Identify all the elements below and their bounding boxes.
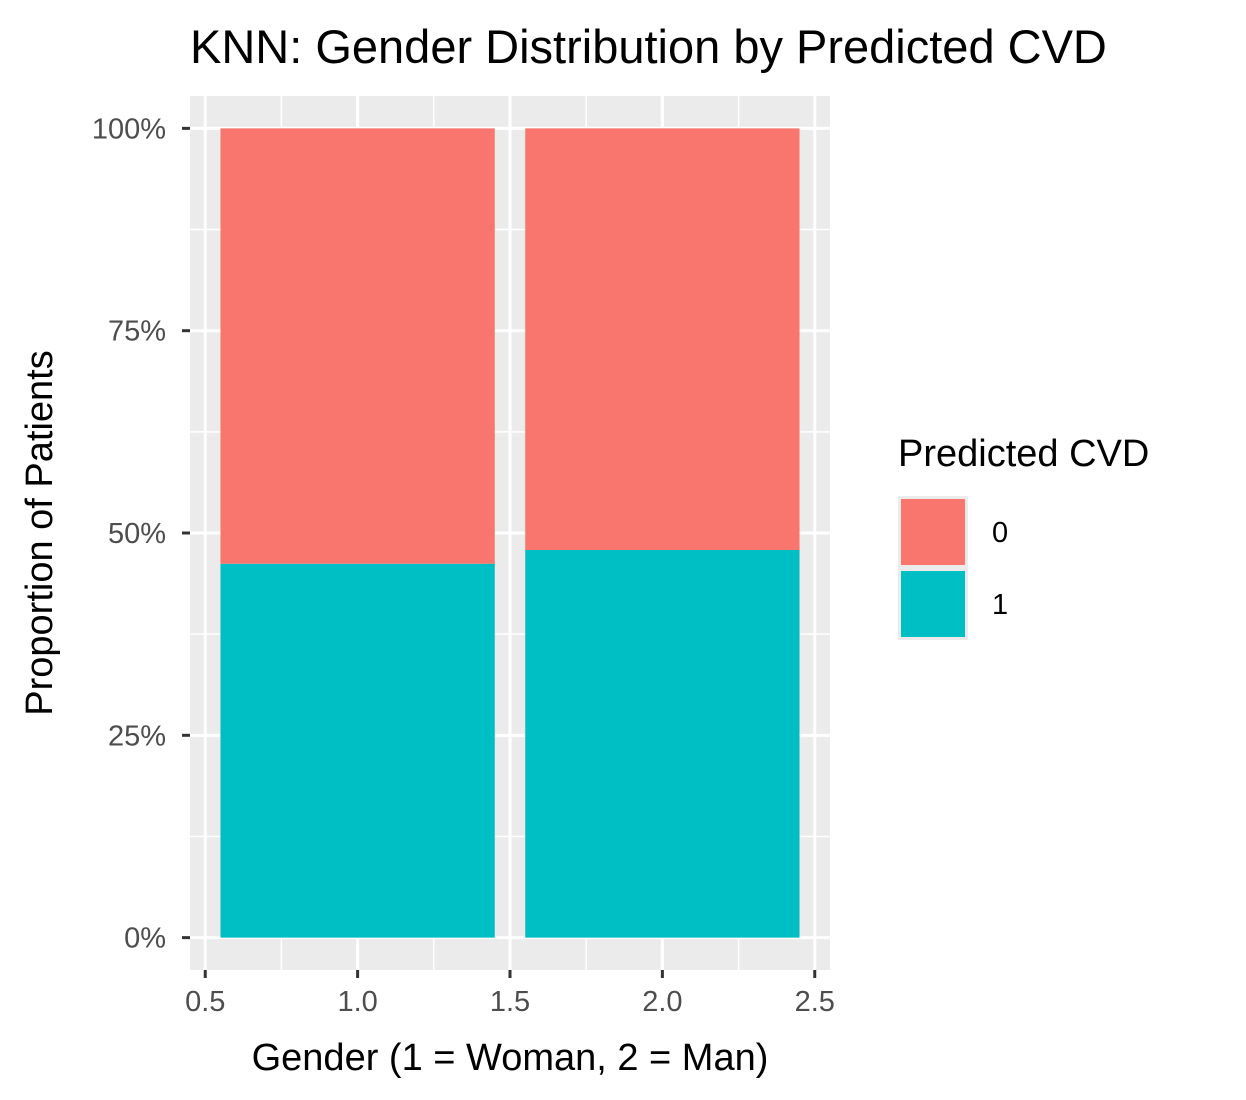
bar-segment-cvd-1-gender-2: [525, 549, 800, 938]
x-tick-label: 1.5: [490, 986, 530, 1018]
legend: Predicted CVD 01: [898, 433, 1149, 640]
y-tick-label: 75%: [108, 316, 166, 348]
y-tick-label: 0%: [124, 923, 166, 955]
x-tick-label: 0.5: [185, 986, 225, 1018]
bars: [220, 128, 800, 938]
y-tick-label: 25%: [108, 720, 166, 752]
bar-segment-cvd-0-gender-1: [220, 128, 495, 564]
bar-segment-cvd-0-gender-2: [525, 128, 800, 550]
chart-title: KNN: Gender Distribution by Predicted CV…: [190, 20, 1107, 73]
y-tick-label: 50%: [108, 518, 166, 550]
legend-swatch-1: [901, 571, 965, 637]
legend-label-0: 0: [992, 517, 1008, 549]
x-tick-label: 2.0: [642, 986, 682, 1018]
legend-label-1: 1: [992, 589, 1008, 621]
legend-items: 01: [898, 496, 1008, 640]
axis-ticks: [182, 126, 817, 978]
y-axis-title: Proportion of Patients: [19, 350, 61, 715]
bar-segment-cvd-1-gender-1: [220, 563, 495, 938]
y-tick-label: 100%: [92, 113, 166, 145]
x-axis-title: Gender (1 = Woman, 2 = Man): [252, 1037, 769, 1079]
tick-labels: 0.5 1.0 1.5 2.0 2.5 0% 25% 50% 75% 100%: [92, 113, 835, 1018]
legend-swatch-0: [901, 499, 965, 565]
x-tick-label: 1.0: [337, 986, 377, 1018]
x-tick-label: 2.5: [795, 986, 835, 1018]
legend-title: Predicted CVD: [898, 433, 1149, 475]
